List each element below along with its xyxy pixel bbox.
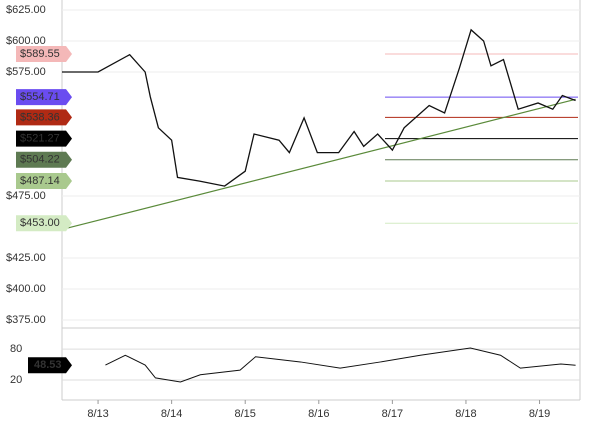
y-tick-label: $600.00 <box>6 35 46 47</box>
y-tick-label: $475.00 <box>6 190 46 202</box>
level-badge <box>16 89 72 106</box>
level-badge <box>16 172 72 189</box>
x-tick-label: 8/14 <box>161 408 182 420</box>
indicator-badge <box>28 357 72 374</box>
level-label: $521.27 <box>20 133 60 145</box>
level-badge <box>16 215 72 232</box>
level-label: $554.71 <box>20 91 60 103</box>
level-label: $589.55 <box>20 48 60 60</box>
y-tick-label: $575.00 <box>6 66 46 78</box>
indicator-line <box>105 347 576 383</box>
x-tick-label: 8/19 <box>529 408 550 420</box>
y-tick-label: $425.00 <box>6 252 46 264</box>
y-tick-label: $375.00 <box>6 314 46 326</box>
y-tick-label: $625.00 <box>6 4 46 16</box>
level-badge <box>16 45 72 62</box>
x-tick-label: 8/13 <box>87 408 108 420</box>
price-line <box>62 28 576 187</box>
level-label: $453.00 <box>20 217 60 229</box>
x-tick-label: 8/18 <box>455 408 476 420</box>
level-label: $538.36 <box>20 111 60 123</box>
x-tick-label: 8/15 <box>235 408 256 420</box>
level-badge <box>16 151 72 168</box>
level-label: $487.14 <box>20 175 60 187</box>
x-tick-label: 8/17 <box>382 408 403 420</box>
y-tick-label: 80 <box>10 343 22 355</box>
level-badge <box>16 130 72 147</box>
level-badge <box>16 109 72 126</box>
y-tick-label: 20 <box>10 374 22 386</box>
indicator-label: 48.53 <box>34 359 62 371</box>
x-tick-label: 8/16 <box>308 408 329 420</box>
level-label: $504.22 <box>20 154 60 166</box>
plot-area <box>62 0 580 400</box>
trendline <box>61 98 576 231</box>
y-tick-label: $400.00 <box>6 283 46 295</box>
